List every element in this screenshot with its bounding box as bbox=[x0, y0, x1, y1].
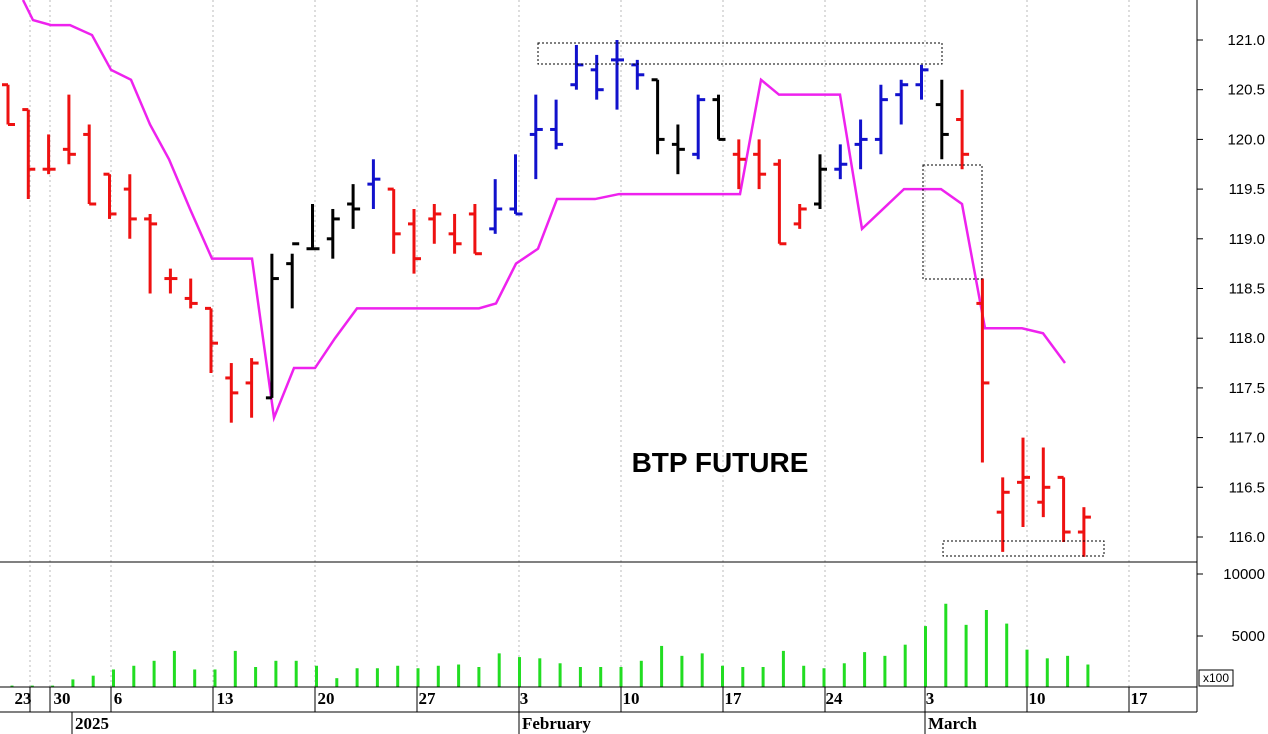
ohlc-bar bbox=[732, 139, 746, 190]
envelope-series bbox=[21, 0, 1067, 423]
ohlc-bar bbox=[631, 59, 645, 90]
ohlc-bar bbox=[2, 83, 15, 126]
ohlc-bar bbox=[935, 79, 949, 160]
date-tick-label: 13 bbox=[217, 689, 234, 708]
ohlc-bar bbox=[265, 253, 279, 400]
ohlc-bar bbox=[915, 64, 929, 100]
date-tick-label: 6 bbox=[114, 689, 123, 708]
ohlc-bar bbox=[387, 187, 401, 254]
ohlc-bar bbox=[671, 124, 685, 175]
ohlc-bar bbox=[367, 159, 381, 209]
ohlc-bar bbox=[793, 204, 807, 229]
chart-title: BTP FUTURE bbox=[632, 447, 809, 478]
volume-bars bbox=[10, 603, 1090, 687]
date-tick-label: 30 bbox=[54, 689, 71, 708]
ohlc-bar bbox=[489, 179, 503, 234]
date-tick-label: 3 bbox=[926, 689, 935, 708]
gap-box bbox=[922, 164, 983, 280]
ohlc-bar bbox=[22, 108, 36, 200]
date-tick-label: 10 bbox=[623, 689, 640, 708]
ohlc-bar bbox=[590, 54, 604, 100]
ohlc-bar bbox=[408, 208, 421, 274]
ohlc-bar bbox=[529, 94, 543, 180]
ohlc-bar bbox=[205, 306, 218, 373]
ohlc-bar bbox=[123, 174, 137, 239]
ohlc-bar bbox=[42, 134, 56, 175]
ohlc-bar bbox=[1017, 437, 1030, 528]
ohlc-bars bbox=[2, 40, 1091, 557]
date-tick-label: 24 bbox=[826, 689, 844, 708]
ohlc-bar bbox=[570, 44, 584, 90]
month-label: March bbox=[928, 714, 977, 733]
price-tick-label: 116.0 bbox=[1229, 529, 1265, 546]
ohlc-bar bbox=[83, 124, 97, 206]
ohlc-bar bbox=[651, 78, 665, 155]
ohlc-bar bbox=[306, 204, 320, 251]
ohlc-bar bbox=[834, 144, 848, 180]
ohlc-bar bbox=[468, 204, 482, 256]
ohlc-bar bbox=[103, 172, 117, 219]
ohlc-bar bbox=[164, 268, 178, 294]
ohlc-bar bbox=[611, 40, 624, 110]
month-label: February bbox=[522, 714, 591, 733]
price-tick-label: 118.0 bbox=[1229, 330, 1265, 347]
bottom-support-box bbox=[942, 540, 1105, 557]
date-tick-label: 10 bbox=[1029, 689, 1046, 708]
ohlc-bar bbox=[428, 204, 442, 244]
annotation-boxes bbox=[537, 42, 1105, 557]
ohlc-bar bbox=[62, 94, 76, 165]
ohlc-bar bbox=[895, 79, 909, 125]
ohlc-bar bbox=[996, 477, 1010, 552]
ohlc-bar bbox=[144, 213, 158, 294]
price-tick-label: 117.0 bbox=[1229, 430, 1265, 447]
volume-unit-label: x100 bbox=[1203, 671, 1229, 685]
ohlc-bar bbox=[753, 139, 767, 190]
price-tick-label: 120.5 bbox=[1227, 82, 1265, 99]
price-tick-label: 119.5 bbox=[1229, 181, 1265, 198]
date-tick-label: 17 bbox=[725, 689, 743, 708]
ohlc-bar bbox=[1077, 507, 1091, 557]
date-tick-label: 3 bbox=[520, 689, 529, 708]
date-tick-label: 20 bbox=[318, 689, 335, 708]
volume-tick-label: 5000 bbox=[1232, 628, 1265, 645]
ohlc-bar bbox=[692, 94, 706, 160]
price-tick-label: 120.0 bbox=[1227, 131, 1265, 148]
ohlc-bar bbox=[712, 94, 726, 141]
ohlc-bar bbox=[550, 99, 564, 150]
ohlc-bar bbox=[509, 154, 523, 216]
month-label: 2025 bbox=[75, 714, 109, 733]
date-tick-label: 23 bbox=[15, 689, 32, 708]
ohlc-bar bbox=[184, 278, 198, 309]
ohlc-bar bbox=[956, 89, 970, 170]
ohlc-bar bbox=[225, 363, 239, 423]
ohlc-bar bbox=[286, 242, 300, 309]
ohlc-bar bbox=[1057, 475, 1071, 542]
ohlc-bar bbox=[874, 84, 888, 155]
ohlc-bar bbox=[1037, 447, 1051, 518]
date-tick-label: 27 bbox=[419, 689, 437, 708]
price-tick-label: 119.0 bbox=[1229, 231, 1265, 248]
axes: 121.0 120.5 120.0 119.5 119.0 118.5 118.0 117.5… bbox=[15, 32, 1265, 734]
ohlc-bar bbox=[773, 159, 787, 246]
ohlc-bar bbox=[448, 213, 462, 254]
price-tick-label: 121.0 bbox=[1227, 32, 1265, 49]
ohlc-bar bbox=[326, 208, 340, 259]
ohlc-bar bbox=[976, 278, 990, 463]
ohlc-bar bbox=[245, 358, 259, 418]
envelope-line bbox=[21, 0, 1067, 423]
price-tick-label: 117.5 bbox=[1229, 380, 1265, 397]
ohlc-bar bbox=[814, 154, 827, 209]
date-tick-label: 17 bbox=[1131, 689, 1149, 708]
price-tick-label: 116.5 bbox=[1229, 479, 1265, 496]
grid-lines bbox=[29, 0, 1130, 687]
volume-tick-label: 10000 bbox=[1223, 566, 1265, 583]
chart-frame bbox=[0, 0, 1198, 713]
ohlc-bar bbox=[854, 119, 868, 170]
top-resistance-box bbox=[537, 42, 943, 65]
ohlc-bar bbox=[347, 184, 361, 229]
volume-unit-box: x100 bbox=[1198, 669, 1234, 687]
price-tick-label: 118.5 bbox=[1229, 281, 1265, 298]
